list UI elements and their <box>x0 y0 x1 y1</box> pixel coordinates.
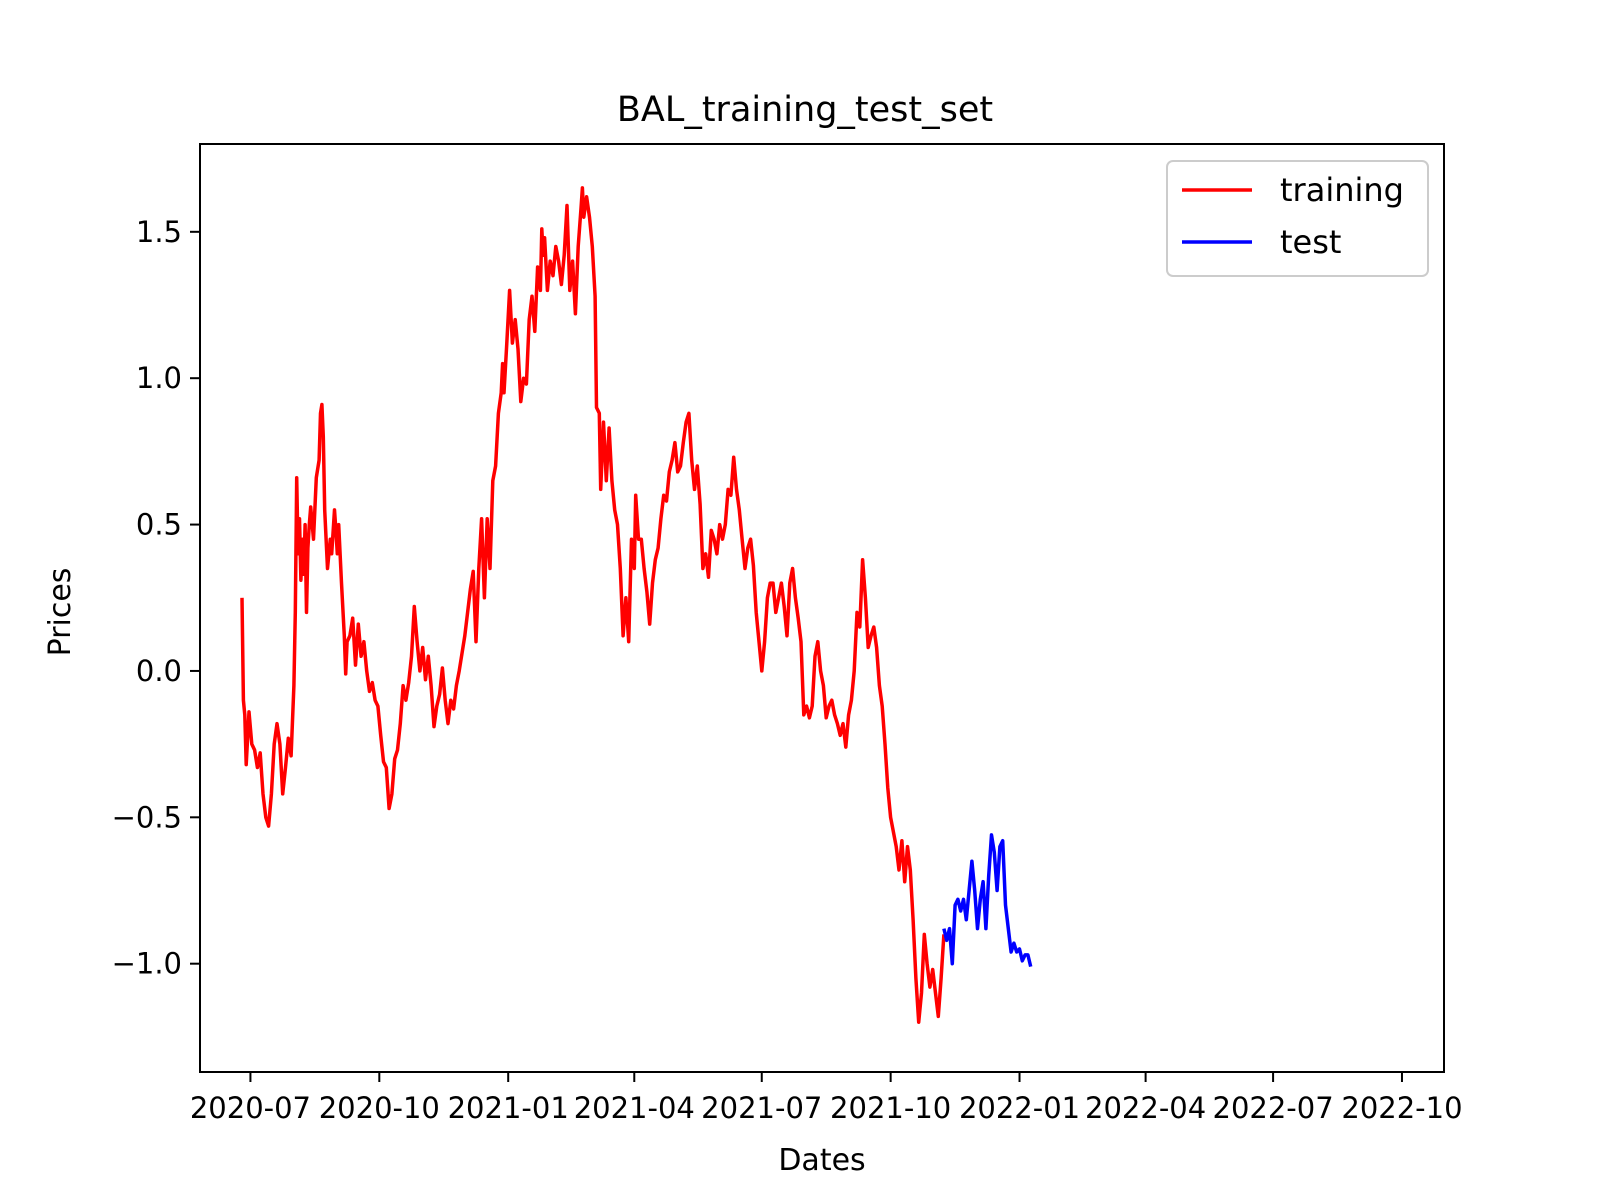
y-tick-label: 0.0 <box>136 654 182 688</box>
legend-test-label: test <box>1280 223 1341 261</box>
x-tick-label: 2021-07 <box>701 1091 822 1125</box>
chart-title: BAL_training_test_set <box>617 90 993 130</box>
series-layer <box>240 186 1033 1024</box>
x-tick-label: 2022-01 <box>959 1091 1080 1125</box>
y-tick-label: −1.0 <box>112 947 182 981</box>
x-tick-label: 2021-01 <box>448 1091 569 1125</box>
x-axis-ticks: 2020-07 2020-10 2021-01 2021-04 2021-07 2021-… <box>190 1072 1463 1125</box>
x-tick-label: 2022-04 <box>1085 1091 1206 1125</box>
x-axis-label: Dates <box>778 1143 865 1178</box>
y-tick-label: 1.5 <box>136 215 182 249</box>
plot-frame <box>199 143 1445 1073</box>
series-line-test <box>942 833 1033 968</box>
x-tick-label: 2021-04 <box>574 1091 695 1125</box>
x-tick-label: 2020-10 <box>319 1091 440 1125</box>
x-tick-label: 2022-10 <box>1341 1091 1462 1125</box>
legend: training test <box>1166 160 1429 277</box>
y-tick-label: 1.0 <box>136 361 182 395</box>
y-tick-label: 0.5 <box>136 508 182 542</box>
x-tick-label: 2022-07 <box>1213 1091 1334 1125</box>
y-tick-label: −0.5 <box>112 800 182 834</box>
x-tick-label: 2021-10 <box>830 1091 951 1125</box>
x-tick-label: 2020-07 <box>190 1091 311 1125</box>
y-axis-label: Prices <box>43 568 78 657</box>
series-line-training <box>240 186 946 1024</box>
legend-training-label: training <box>1280 171 1404 209</box>
y-axis-ticks: −1.0 −0.5 0.0 0.5 1.0 1.5 <box>112 215 200 981</box>
